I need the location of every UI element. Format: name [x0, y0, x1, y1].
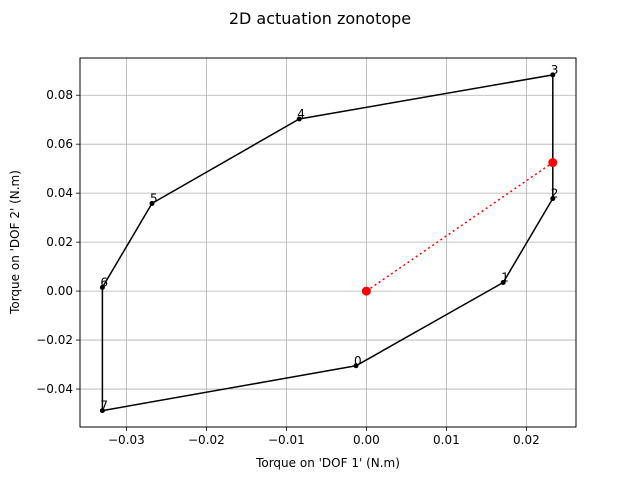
vertex-label: 5: [150, 191, 158, 205]
y-tick-label: −0.02: [36, 333, 73, 347]
x-tick-label: −0.01: [268, 433, 305, 447]
vertex-label: 0: [354, 354, 362, 368]
vertex-label: 4: [297, 107, 305, 121]
zonotope-vertex: [99, 284, 105, 290]
direction-line: [365, 161, 554, 292]
vertex-label: 2: [551, 187, 559, 201]
vertex-label: 1: [501, 271, 509, 285]
zonotope-vertex: [550, 196, 556, 202]
x-tick-label: −0.02: [188, 433, 225, 447]
red-point: [361, 286, 371, 296]
zonotope-vertex: [550, 72, 556, 78]
y-tick-label: 0.06: [46, 137, 73, 151]
zonotope-vertex: [500, 280, 506, 286]
x-axis-label: Torque on 'DOF 1' (N.m): [255, 456, 400, 470]
vertex-label: 7: [100, 399, 108, 413]
zonotope-vertex: [353, 363, 359, 369]
y-tick-label: 0.00: [46, 284, 73, 298]
plot-area: 0 1 2 3 4 5 6 7: [99, 63, 559, 414]
x-tick-label: 0.00: [353, 433, 380, 447]
y-tick-label: 0.08: [46, 88, 73, 102]
y-tick-label: −0.04: [36, 382, 73, 396]
ticks: −0.03 −0.02 −0.01 0.00 0.01 0.02 −0.04 −0.02 0.0…: [36, 88, 540, 447]
x-tick-label: 0.01: [433, 433, 460, 447]
x-tick-label: 0.02: [513, 433, 540, 447]
vertex-label: 3: [551, 63, 559, 77]
zonotope-vertex: [99, 408, 105, 414]
vertex-label: 6: [100, 275, 108, 289]
y-axis-label: Torque on 'DOF 2' (N.m): [8, 170, 22, 315]
zonotope-outline: [101, 74, 554, 412]
y-tick-label: 0.02: [46, 235, 73, 249]
red-point: [548, 158, 558, 168]
zonotope-vertex: [149, 200, 155, 206]
chart-title: 2D actuation zonotope: [229, 9, 411, 28]
zonotope-vertex: [296, 116, 302, 122]
y-tick-label: 0.04: [46, 186, 73, 200]
x-tick-label: −0.03: [108, 433, 145, 447]
